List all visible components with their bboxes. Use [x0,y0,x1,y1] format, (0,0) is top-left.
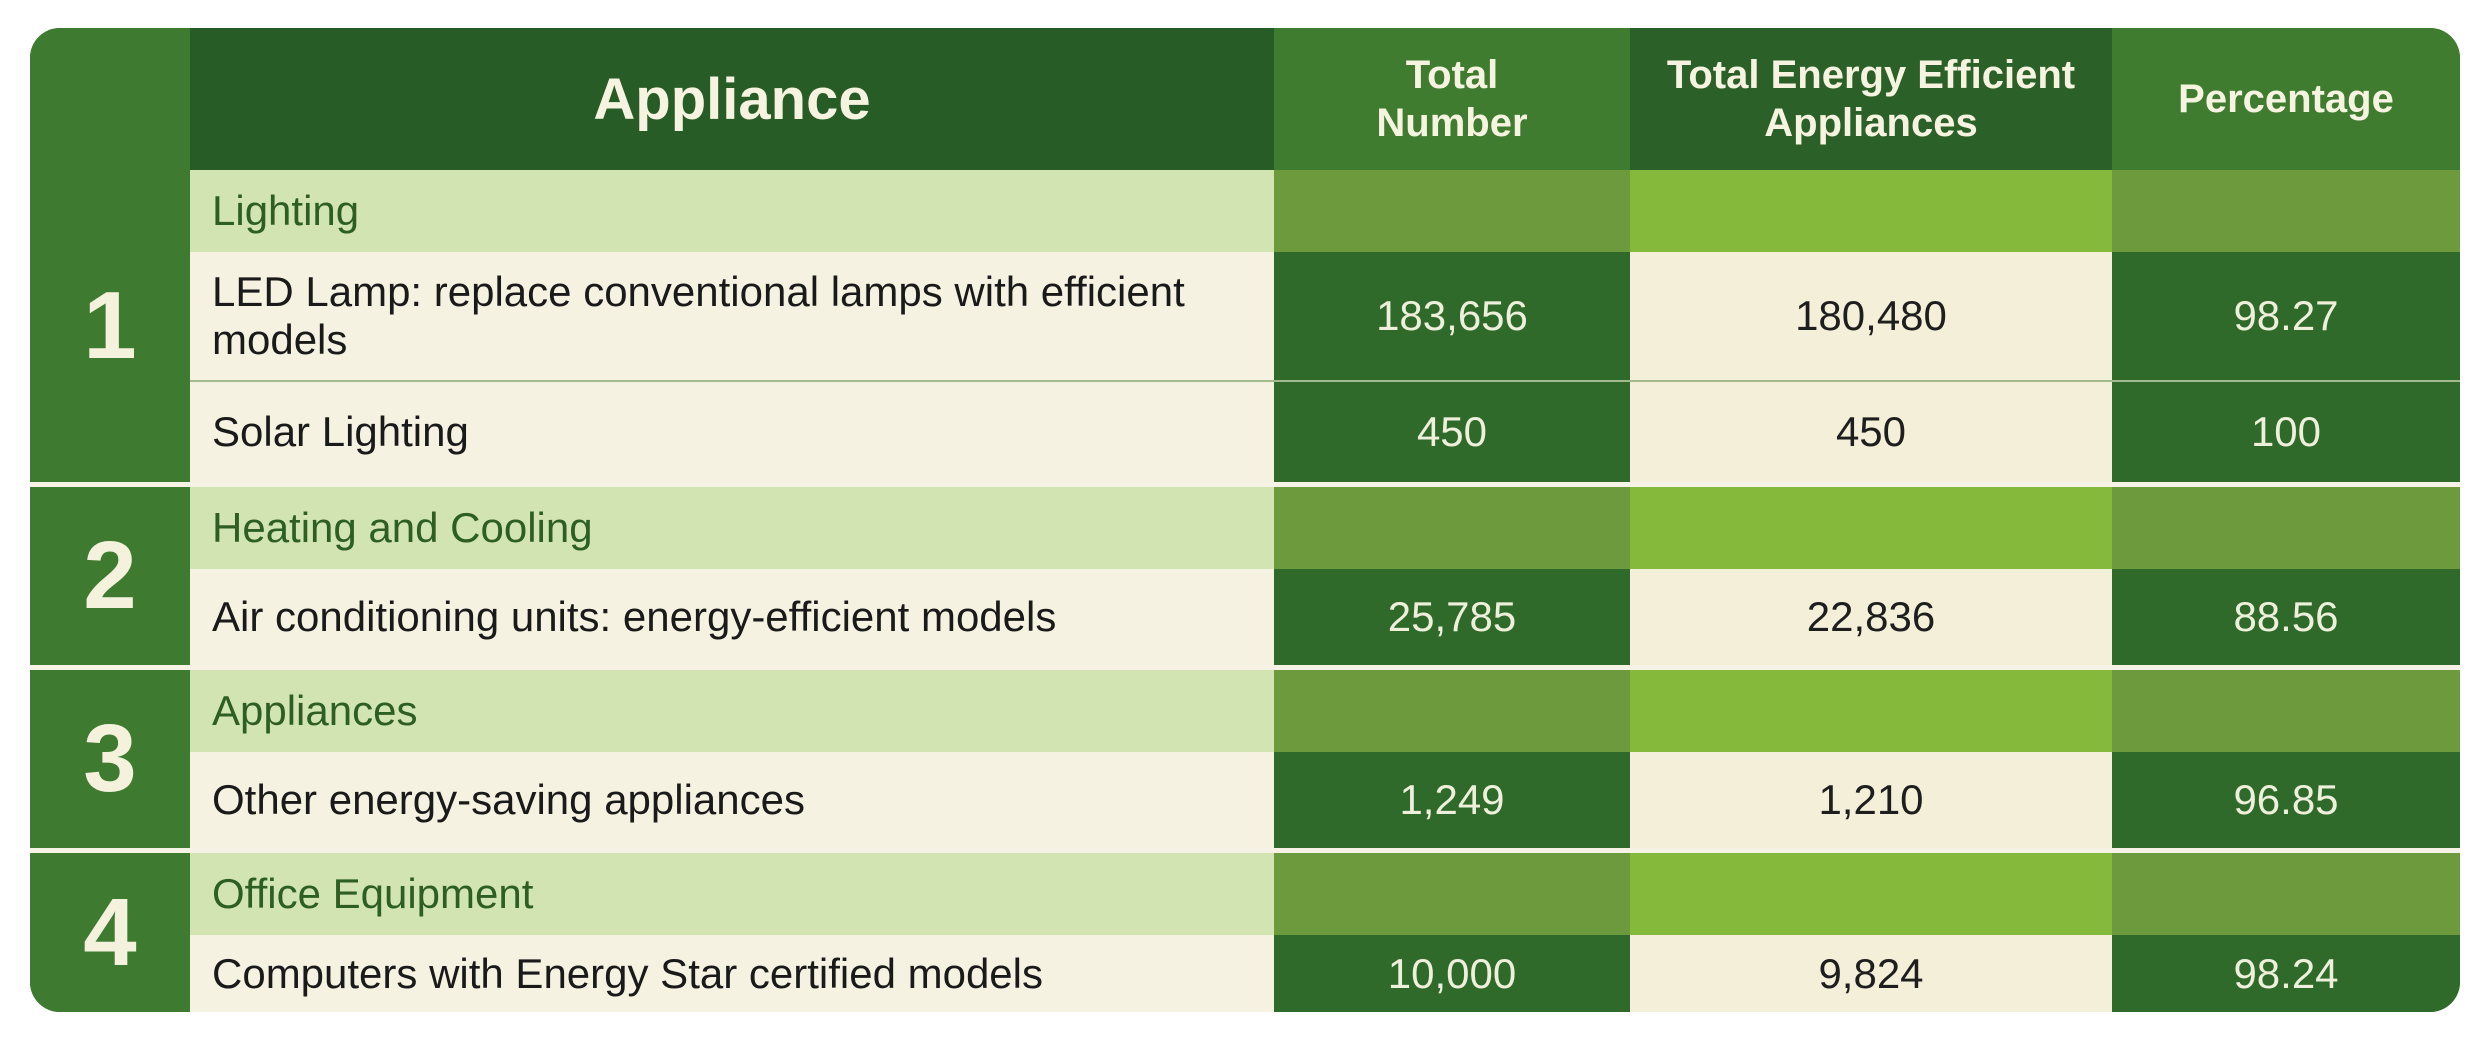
header-total-efficient-text: Total Energy Efficient Appliances [1666,53,2076,145]
section-number: 3 [83,705,137,812]
row-label-text: LED Lamp: replace conventional lamps wit… [212,268,1185,363]
section-number: 4 [83,878,137,986]
header-total-number-text: Total Number [1376,53,1528,145]
row-label: Air conditioning units: energy-efficient… [190,569,1274,665]
cell-efficient: 9,824 [1630,935,2112,1012]
category-efficient-cell [1630,853,2112,935]
category-efficient-cell [1630,170,2112,252]
section-number: 1 [83,272,137,379]
cell-percentage: 98.24 [2112,935,2460,1012]
category-total-cell [1274,853,1630,935]
energy-table: Appliance Total Number Total Energy Effi… [30,28,2460,1012]
category-efficient-cell [1630,487,2112,569]
section-separator [30,482,2460,487]
cell-total: 25,785 [1274,569,1630,665]
cell-total: 183,656 [1274,252,1630,380]
category-percentage-cell [2112,487,2460,569]
cell-efficient: 180,480 [1630,252,2112,380]
cell-percentage: 100 [2112,382,2460,482]
cell-efficient: 1,210 [1630,752,2112,848]
category-total-cell [1274,170,1630,252]
row-label: Computers with Energy Star certified mod… [190,935,1274,1012]
cell-total: 450 [1274,382,1630,482]
category-percentage-cell [2112,670,2460,752]
header-total-number: Total Number [1274,28,1630,170]
cell-efficient: 22,836 [1630,569,2112,665]
header-total-efficient: Total Energy Efficient Appliances [1630,28,2112,170]
cell-efficient: 450 [1630,382,2112,482]
category-percentage-cell [2112,170,2460,252]
category-total-cell [1274,487,1630,569]
cell-percentage: 98.27 [2112,252,2460,380]
header-percentage: Percentage [2112,28,2460,170]
category-efficient-cell [1630,670,2112,752]
section-number: 2 [83,522,137,629]
cell-percentage: 96.85 [2112,752,2460,848]
header-appliance: Appliance [190,28,1274,170]
category-label: Office Equipment [190,853,1274,935]
section-separator [30,665,2460,670]
category-percentage-cell [2112,853,2460,935]
row-label: Other energy-saving appliances [190,752,1274,848]
category-label: Appliances [190,670,1274,752]
cell-total: 1,249 [1274,752,1630,848]
row-divider [190,380,2460,382]
section-separator [30,848,2460,853]
cell-percentage: 88.56 [2112,569,2460,665]
category-label: Lighting [190,170,1274,252]
cell-total: 10,000 [1274,935,1630,1012]
row-label: Solar Lighting [190,382,1274,482]
category-label: Heating and Cooling [190,487,1274,569]
row-label: LED Lamp: replace conventional lamps wit… [190,252,1274,380]
category-total-cell [1274,670,1630,752]
